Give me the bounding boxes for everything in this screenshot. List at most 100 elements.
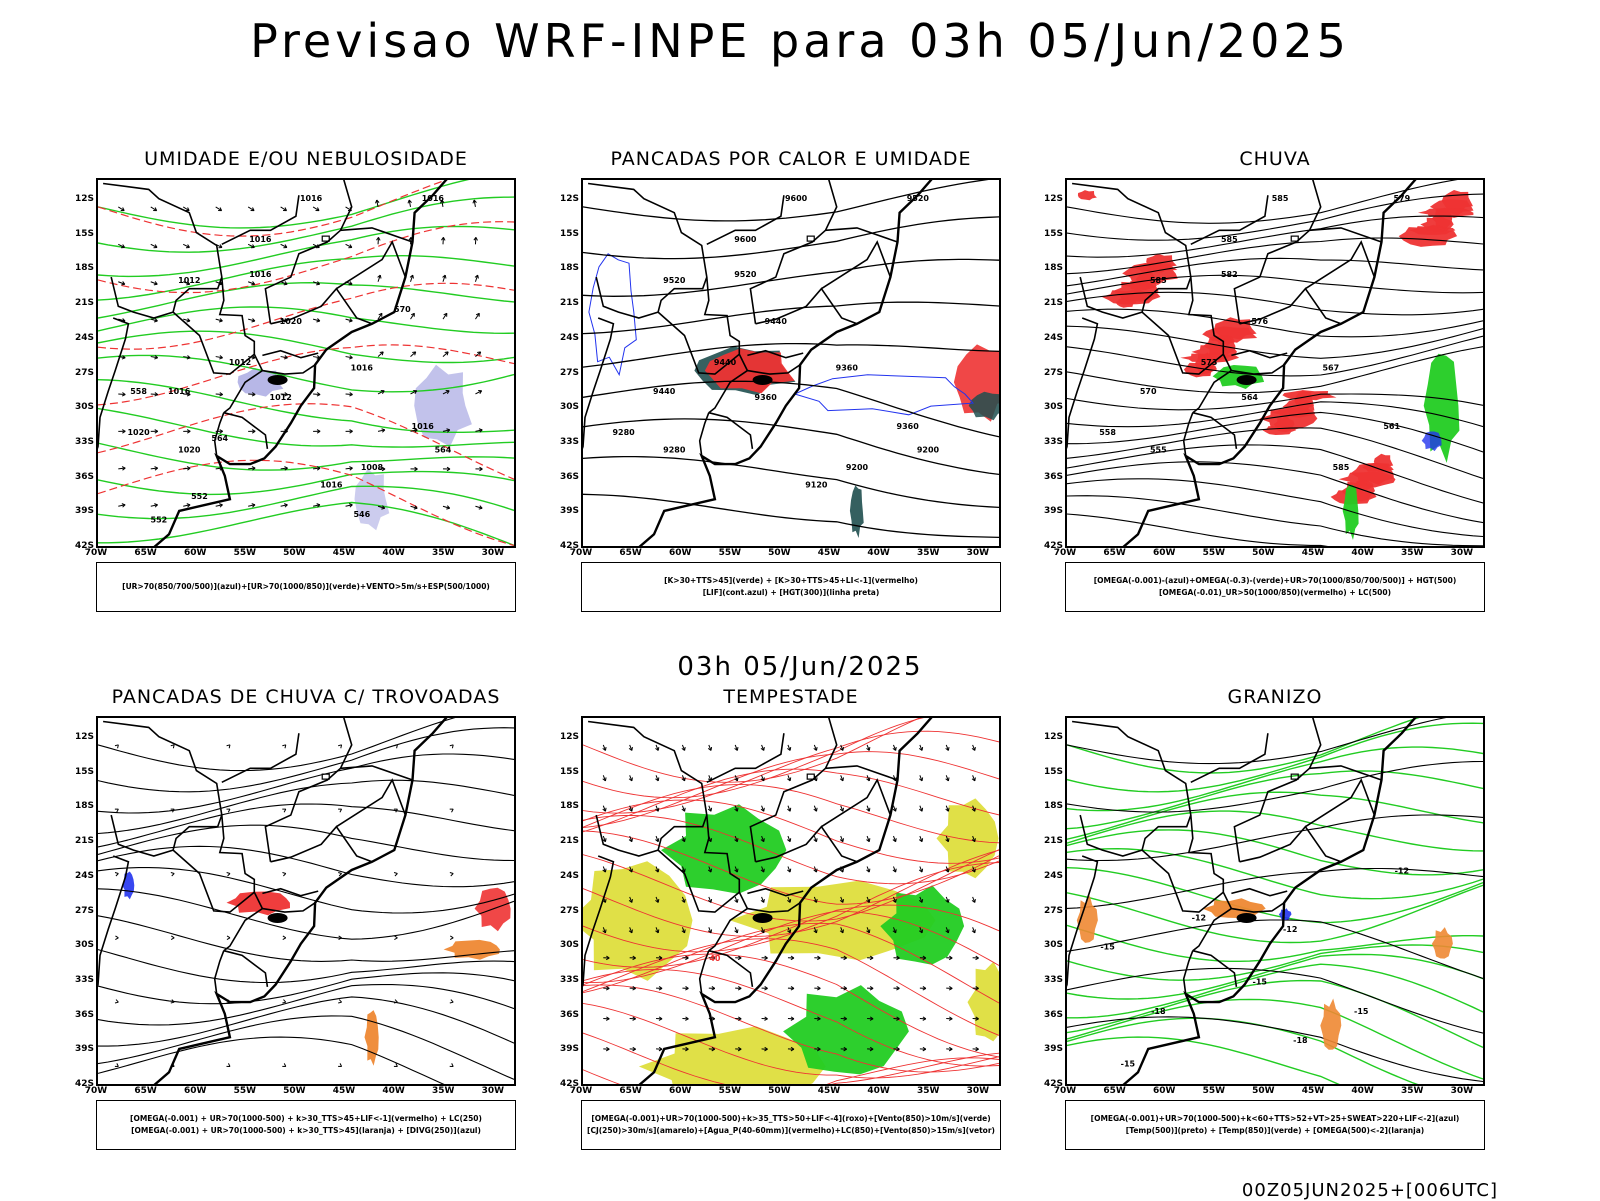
map-canvas: 5855855855825795765735705675645615585555… [1067, 180, 1483, 546]
contour-label: 1012 [270, 393, 292, 402]
contour-label: 564 [435, 445, 452, 454]
contour-label: -18 [1293, 1036, 1308, 1045]
lon-tick-label: 30W [473, 548, 513, 558]
lon-tick-label: 50W [759, 1086, 799, 1096]
lon-tick-label: 65W [126, 1086, 166, 1096]
legend-line: [OMEGA(-0.001) + UR>70(1000-500) + k>30_… [131, 1125, 481, 1137]
contour-label: -12 [1192, 913, 1206, 922]
lat-tick-label: 15S [60, 229, 94, 239]
contour-label: 9280 [612, 428, 635, 437]
lon-tick-label: 60W [1144, 548, 1184, 558]
legend-line: [OMEGA(-0.01)_UR>50(1000/850)(vermelho) … [1159, 587, 1391, 599]
contour-label: -15 [1253, 978, 1268, 987]
lat-tick-label: 39S [1029, 1044, 1063, 1054]
lat-tick-label: 39S [545, 1044, 579, 1054]
lon-tick-label: 40W [1343, 1086, 1383, 1096]
contour-label: 9600 [734, 235, 757, 244]
contour-label: 9520 [663, 276, 686, 285]
lat-tick-label: 30S [60, 402, 94, 412]
lon-tick-label: 35W [423, 1086, 463, 1096]
lat-tick-label: 33S [60, 975, 94, 985]
legend-line: [LIF](cont.azul) + [HGT(300)](linha pret… [703, 587, 880, 599]
contour-label: -15 [1121, 1059, 1136, 1068]
contour-label: 1016 [249, 270, 272, 279]
contour-label: 582 [1221, 270, 1238, 279]
contour-label: 1016 [351, 364, 374, 373]
lat-tick-label: 21S [545, 836, 579, 846]
legend-line: [OMEGA(-0.001)+UR>70(1000-500)+k>35_TTS>… [591, 1113, 990, 1125]
lon-tick-label: 45W [324, 1086, 364, 1096]
lat-tick-label: 36S [545, 472, 579, 482]
run-footer: 00Z05JUN2025+[006UTC] [1242, 1180, 1498, 1201]
contour-label: 9280 [663, 445, 686, 454]
lon-tick-label: 65W [1095, 548, 1135, 558]
lon-tick-label: 45W [1293, 1086, 1333, 1096]
legend-box: [OMEGA(-0.001) + UR>70(1000-500) + k>30_… [96, 1100, 516, 1150]
contour-label: -12 [1395, 867, 1409, 876]
contour-label: -18 [1151, 1007, 1166, 1016]
lat-tick-label: 27S [545, 368, 579, 378]
lat-tick-label: 33S [1029, 437, 1063, 447]
contour-label: 585 [1333, 463, 1350, 472]
lat-tick-label: 12S [545, 732, 579, 742]
lat-tick-label: 21S [545, 298, 579, 308]
legend-box: [OMEGA(-0.001)+UR>70(1000-500)+k<60+TTS>… [1065, 1100, 1485, 1150]
contour-label: 9360 [836, 364, 859, 373]
main-title: Previsao WRF-INPE para 03h 05/Jun/2025 [0, 14, 1600, 68]
contour-label: 1012 [178, 276, 200, 285]
lon-tick-label: 55W [225, 1086, 265, 1096]
contour-label: 40 [709, 954, 721, 963]
lat-tick-label: 18S [1029, 801, 1063, 811]
lat-tick-label: 36S [1029, 472, 1063, 482]
lat-tick-label: 27S [60, 906, 94, 916]
lat-tick-label: 18S [1029, 263, 1063, 273]
legend-line: [OMEGA(-0.001)-(azul)+OMEGA(-0.3)-(verde… [1094, 575, 1457, 587]
lon-tick-label: 65W [611, 1086, 651, 1096]
lat-tick-label: 36S [60, 1010, 94, 1020]
legend-box: [OMEGA(-0.001)+UR>70(1000-500)+k>35_TTS>… [581, 1100, 1001, 1150]
lat-tick-label: 12S [1029, 732, 1063, 742]
lon-tick-label: 45W [324, 548, 364, 558]
lon-tick-label: 55W [710, 1086, 750, 1096]
lat-tick-label: 33S [60, 437, 94, 447]
lon-tick-label: 40W [1343, 548, 1383, 558]
contour-label: 558 [130, 387, 147, 396]
contour-label: 1020 [127, 428, 150, 437]
contour-label: 9520 [734, 270, 757, 279]
panel-title: PANCADAS DE CHUVA C/ TROVOADAS [96, 686, 516, 708]
panel-title: GRANIZO [1065, 686, 1485, 708]
lon-tick-label: 45W [809, 548, 849, 558]
lon-tick-label: 35W [423, 548, 463, 558]
forecast-map: -12-12-12-15-15-15-18-18-15 [1065, 716, 1485, 1086]
contour-label: 570 [1140, 387, 1157, 396]
legend-line: [UR>70(850/700/500)](azul)+[UR>70(1000/8… [122, 581, 490, 593]
contour-label: 552 [151, 516, 168, 525]
contour-label: 546 [353, 510, 370, 519]
contour-label: 555 [1150, 445, 1167, 454]
lon-tick-label: 40W [859, 548, 899, 558]
contour-label: 1016 [320, 481, 343, 490]
lat-tick-label: 30S [60, 940, 94, 950]
map-canvas: 9600960095209520952094409440944093609360… [583, 180, 999, 546]
lon-tick-label: 60W [660, 548, 700, 558]
lat-tick-label: 33S [1029, 975, 1063, 985]
legend-line: [OMEGA(-0.001)+UR>70(1000-500)+k<60+TTS>… [1091, 1113, 1460, 1125]
lat-tick-label: 24S [545, 333, 579, 343]
lon-tick-label: 35W [908, 1086, 948, 1096]
contour-label: 585 [1150, 276, 1167, 285]
lon-tick-label: 35W [1392, 1086, 1432, 1096]
lat-tick-label: 30S [545, 402, 579, 412]
contour-label: 9360 [755, 393, 778, 402]
contour-label: 1016 [249, 235, 272, 244]
contour-label: 1016 [412, 422, 435, 431]
lat-tick-label: 27S [1029, 368, 1063, 378]
mid-subtitle: 03h 05/Jun/2025 [0, 652, 1600, 682]
lon-tick-label: 45W [1293, 548, 1333, 558]
lat-tick-label: 24S [1029, 871, 1063, 881]
contour-label: 1016 [168, 387, 191, 396]
